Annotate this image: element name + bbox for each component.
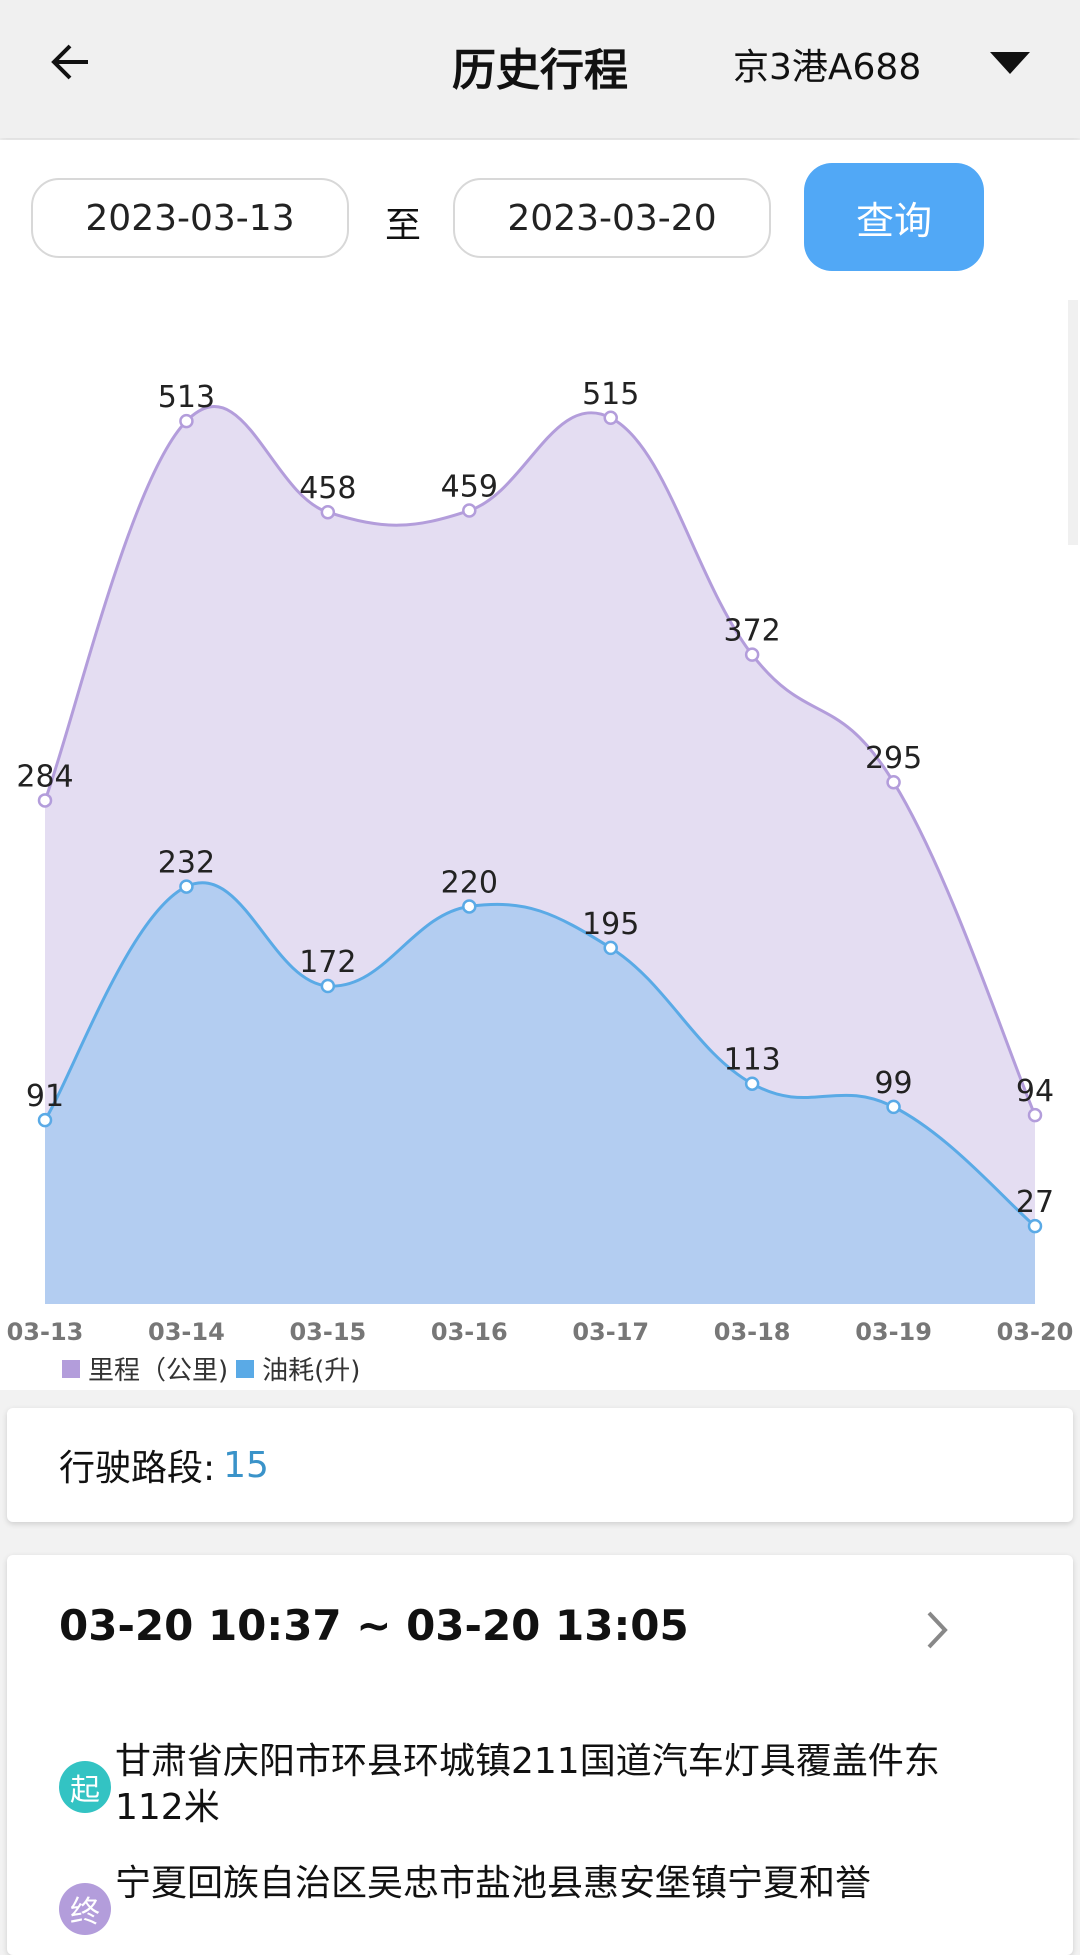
- page-title: 历史行程: [452, 45, 628, 96]
- start-badge: 起: [59, 1761, 111, 1813]
- x-tick-label: 03-15: [289, 1318, 366, 1346]
- data-label: 232: [158, 846, 215, 881]
- data-label: 284: [16, 759, 73, 794]
- x-tick-label: 03-14: [148, 1318, 225, 1346]
- data-label: 94: [1016, 1074, 1054, 1109]
- trip-time-range: 03-20 10:37 ~ 03-20 13:05: [59, 1601, 689, 1650]
- data-label: 27: [1016, 1185, 1054, 1220]
- x-tick-label: 03-20: [997, 1318, 1074, 1346]
- data-label: 513: [158, 380, 215, 415]
- data-label: 458: [299, 471, 356, 506]
- data-point: [603, 940, 618, 956]
- query-button[interactable]: 查询: [804, 163, 984, 271]
- segments-card: 行驶路段: 15: [7, 1408, 1073, 1522]
- scrollbar[interactable]: [1068, 300, 1078, 545]
- data-label: 372: [724, 614, 781, 649]
- data-label: 99: [874, 1066, 912, 1101]
- legend-label-mileage: 里程（公里): [88, 1356, 229, 1386]
- chevron-right-icon[interactable]: [917, 1605, 957, 1655]
- start-address: 起 甘肃省庆阳市环县环城镇211国道汽车灯具覆盖件东112米: [59, 1739, 995, 1831]
- vehicle-selector[interactable]: 京3港A688: [733, 47, 922, 88]
- data-point: [744, 647, 760, 662]
- end-address-text: 宁夏回族自治区吴忠市盐池县惠安堡镇宁夏和誉: [115, 1863, 872, 1904]
- end-date-input[interactable]: 2023-03-20: [453, 178, 771, 258]
- data-point: [179, 413, 194, 429]
- x-tick-label: 03-19: [855, 1318, 932, 1346]
- data-label: 113: [724, 1043, 781, 1078]
- legend-label-fuel: 油耗(升): [262, 1356, 361, 1386]
- data-point: [37, 793, 53, 808]
- data-point: [1027, 1107, 1043, 1123]
- trip-card[interactable]: 03-20 10:37 ~ 03-20 13:05 起 甘肃省庆阳市环县环城镇2…: [7, 1555, 1073, 1955]
- trip-chart: 284 513 458 459 515 372 295 94 91 232 172 220 195 113…: [7, 377, 1074, 1346]
- back-arrow-icon[interactable]: [44, 34, 100, 90]
- data-point: [744, 1076, 760, 1091]
- data-label: 295: [865, 741, 922, 776]
- series-area-1: [45, 882, 1035, 1304]
- data-point: [1027, 1218, 1043, 1234]
- x-tick-label: 03-17: [572, 1318, 649, 1346]
- data-point: [37, 1112, 53, 1128]
- data-label: 459: [441, 470, 498, 505]
- data-point: [886, 774, 901, 790]
- legend-swatch-mileage: [62, 1359, 80, 1378]
- start-address-text: 甘肃省庆阳市环县环城镇211国道汽车灯具覆盖件东112米: [115, 1741, 940, 1828]
- date-separator: 至: [385, 205, 422, 246]
- x-tick-label: 03-18: [714, 1318, 791, 1346]
- data-point: [462, 503, 477, 518]
- legend-swatch-fuel: [236, 1359, 255, 1378]
- end-address: 终 宁夏回族自治区吴忠市盐池县惠安堡镇宁夏和誉: [59, 1861, 995, 1935]
- data-label: 515: [582, 377, 639, 412]
- chart-legend: 里程（公里) 油耗(升): [62, 1350, 360, 1387]
- x-tick-label: 03-16: [431, 1318, 508, 1346]
- data-label: 220: [441, 865, 498, 900]
- data-point: [462, 899, 477, 914]
- segments-label: 行驶路段:: [59, 1448, 216, 1489]
- end-badge: 终: [59, 1883, 111, 1935]
- data-point: [320, 978, 336, 994]
- data-point: [886, 1099, 901, 1115]
- segments-count: 15: [223, 1444, 269, 1486]
- x-tick-label: 03-13: [7, 1318, 84, 1346]
- data-point: [320, 504, 336, 520]
- data-label: 91: [26, 1079, 64, 1114]
- dropdown-triangle-icon[interactable]: [990, 52, 1030, 74]
- data-point: [603, 410, 618, 426]
- data-label: 195: [582, 907, 639, 942]
- app-header: 历史行程 京3港A688: [0, 0, 1080, 138]
- start-date-input[interactable]: 2023-03-13: [31, 178, 349, 258]
- data-point: [179, 879, 194, 894]
- data-label: 172: [299, 945, 356, 980]
